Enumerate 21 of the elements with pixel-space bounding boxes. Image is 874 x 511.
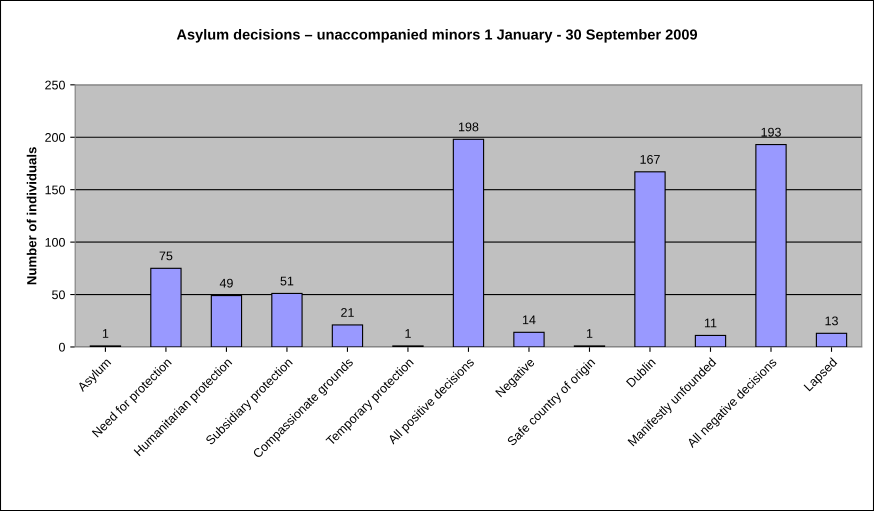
data-label: 13 (826, 316, 838, 326)
y-tick-label: 0 (58, 342, 65, 352)
y-axis-title: Number of individuals (26, 147, 36, 284)
data-label: 11 (704, 318, 716, 328)
data-label: 198 (458, 122, 478, 132)
data-label: 1 (102, 329, 108, 338)
data-label: 75 (160, 252, 172, 260)
data-label: 193 (762, 128, 781, 137)
y-tick-label: 250 (45, 80, 65, 90)
data-label: 49 (220, 278, 233, 288)
data-label: 1 (405, 329, 411, 338)
data-label: 167 (640, 154, 660, 164)
data-label: 14 (522, 316, 536, 324)
y-tick-label: 50 (52, 290, 65, 300)
data-label: 1 (586, 329, 592, 338)
y-tick-label: 200 (45, 133, 65, 142)
data-label: 51 (280, 276, 294, 286)
chart-title: Asylum decisions – unaccompanied minors 1 January - 30 September 2009 (176, 28, 698, 43)
y-tick-label: 100 (46, 238, 65, 247)
data-label: 21 (341, 308, 354, 317)
y-tick-label: 150 (46, 185, 65, 194)
